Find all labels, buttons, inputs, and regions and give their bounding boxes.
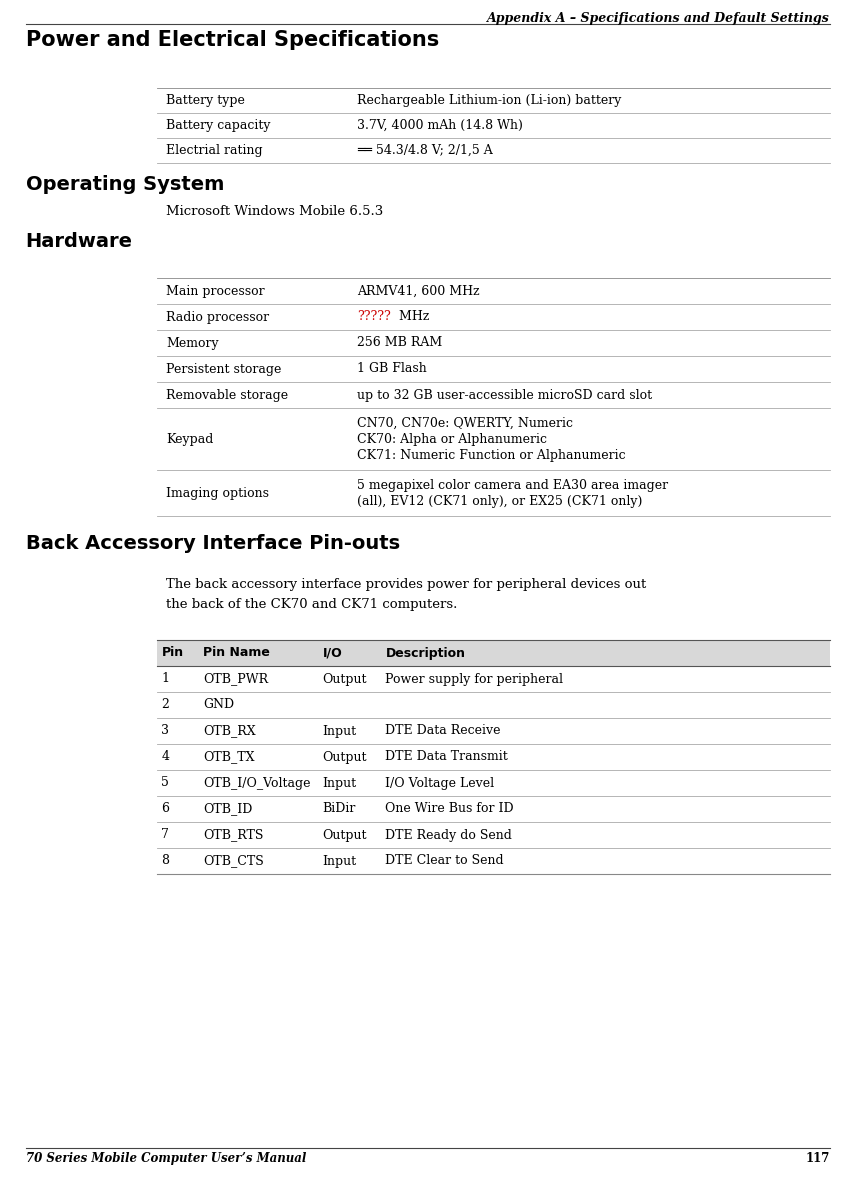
Text: 3: 3: [162, 724, 169, 737]
Text: Radio processor: Radio processor: [166, 311, 269, 324]
Text: DTE Data Transmit: DTE Data Transmit: [386, 750, 508, 763]
Text: Input: Input: [323, 776, 357, 789]
Text: 70 Series Mobile Computer User’s Manual: 70 Series Mobile Computer User’s Manual: [26, 1152, 306, 1165]
Text: 256 MB RAM: 256 MB RAM: [357, 337, 443, 350]
Text: 1 GB Flash: 1 GB Flash: [357, 363, 427, 376]
Text: 7: 7: [162, 828, 169, 841]
Text: Imaging options: Imaging options: [166, 487, 269, 499]
Text: Battery type: Battery type: [166, 94, 245, 107]
Text: Operating System: Operating System: [26, 176, 224, 194]
Text: Removable storage: Removable storage: [166, 389, 288, 402]
Text: OTB_ID: OTB_ID: [203, 802, 253, 815]
Text: 117: 117: [805, 1152, 830, 1165]
Text: Pin Name: Pin Name: [203, 647, 271, 660]
Text: The back accessory interface provides power for peripheral devices out: The back accessory interface provides po…: [166, 578, 646, 591]
Text: Pin: Pin: [162, 647, 184, 660]
Bar: [157, 640, 830, 666]
Text: 1: 1: [162, 673, 169, 686]
Text: CN70, CN70e: QWERTY, Numeric: CN70, CN70e: QWERTY, Numeric: [357, 417, 574, 430]
Text: Memory: Memory: [166, 337, 219, 350]
Text: Persistent storage: Persistent storage: [166, 363, 282, 376]
Text: Main processor: Main processor: [166, 285, 265, 298]
Text: Output: Output: [323, 750, 367, 763]
Text: Output: Output: [323, 828, 367, 841]
Text: Input: Input: [323, 854, 357, 867]
Text: 6: 6: [162, 802, 169, 815]
Text: Back Accessory Interface Pin-outs: Back Accessory Interface Pin-outs: [26, 534, 400, 552]
Text: Rechargeable Lithium-ion (Li-ion) battery: Rechargeable Lithium-ion (Li-ion) batter…: [357, 94, 622, 107]
Text: 2: 2: [162, 699, 169, 712]
Text: OTB_PWR: OTB_PWR: [203, 673, 269, 686]
Text: the back of the CK70 and CK71 computers.: the back of the CK70 and CK71 computers.: [166, 598, 457, 611]
Text: ARMV41, 600 MHz: ARMV41, 600 MHz: [357, 285, 480, 298]
Text: Power supply for peripheral: Power supply for peripheral: [386, 673, 563, 686]
Text: One Wire Bus for ID: One Wire Bus for ID: [386, 802, 514, 815]
Text: Power and Electrical Specifications: Power and Electrical Specifications: [26, 29, 439, 49]
Text: 4: 4: [162, 750, 169, 763]
Text: CK71: Numeric Function or Alphanumeric: CK71: Numeric Function or Alphanumeric: [357, 449, 626, 462]
Text: Input: Input: [323, 724, 357, 737]
Text: DTE Data Receive: DTE Data Receive: [386, 724, 501, 737]
Text: OTB_CTS: OTB_CTS: [203, 854, 264, 867]
Text: CK70: Alpha or Alphanumeric: CK70: Alpha or Alphanumeric: [357, 432, 547, 445]
Text: (all), EV12 (CK71 only), or EX25 (CK71 only): (all), EV12 (CK71 only), or EX25 (CK71 o…: [357, 495, 643, 508]
Text: 5: 5: [162, 776, 169, 789]
Text: 5 megapixel color camera and EA30 area imager: 5 megapixel color camera and EA30 area i…: [357, 478, 669, 491]
Text: Microsoft Windows Mobile 6.5.3: Microsoft Windows Mobile 6.5.3: [166, 205, 383, 218]
Text: OTB_I/O_Voltage: OTB_I/O_Voltage: [203, 776, 311, 789]
Text: Keypad: Keypad: [166, 432, 214, 445]
Text: Battery capacity: Battery capacity: [166, 119, 271, 132]
Text: GND: GND: [203, 699, 235, 712]
Text: Appendix A – Specifications and Default Settings: Appendix A – Specifications and Default …: [487, 12, 830, 25]
Text: DTE Clear to Send: DTE Clear to Send: [386, 854, 504, 867]
Text: ?????: ?????: [357, 311, 391, 324]
Text: ══ 54.3/4.8 V; 2/1,5 A: ══ 54.3/4.8 V; 2/1,5 A: [357, 144, 494, 157]
Text: 3.7V, 4000 mAh (14.8 Wh): 3.7V, 4000 mAh (14.8 Wh): [357, 119, 523, 132]
Text: I/O: I/O: [323, 647, 342, 660]
Text: 8: 8: [162, 854, 169, 867]
Text: up to 32 GB user-accessible microSD card slot: up to 32 GB user-accessible microSD card…: [357, 389, 653, 402]
Text: OTB_RTS: OTB_RTS: [203, 828, 264, 841]
Text: Hardware: Hardware: [26, 232, 133, 251]
Text: Electrial rating: Electrial rating: [166, 144, 263, 157]
Text: DTE Ready do Send: DTE Ready do Send: [386, 828, 512, 841]
Text: OTB_TX: OTB_TX: [203, 750, 255, 763]
Text: MHz: MHz: [396, 311, 430, 324]
Text: BiDir: BiDir: [323, 802, 356, 815]
Text: I/O Voltage Level: I/O Voltage Level: [386, 776, 494, 789]
Text: Description: Description: [386, 647, 465, 660]
Text: OTB_RX: OTB_RX: [203, 724, 256, 737]
Text: Output: Output: [323, 673, 367, 686]
